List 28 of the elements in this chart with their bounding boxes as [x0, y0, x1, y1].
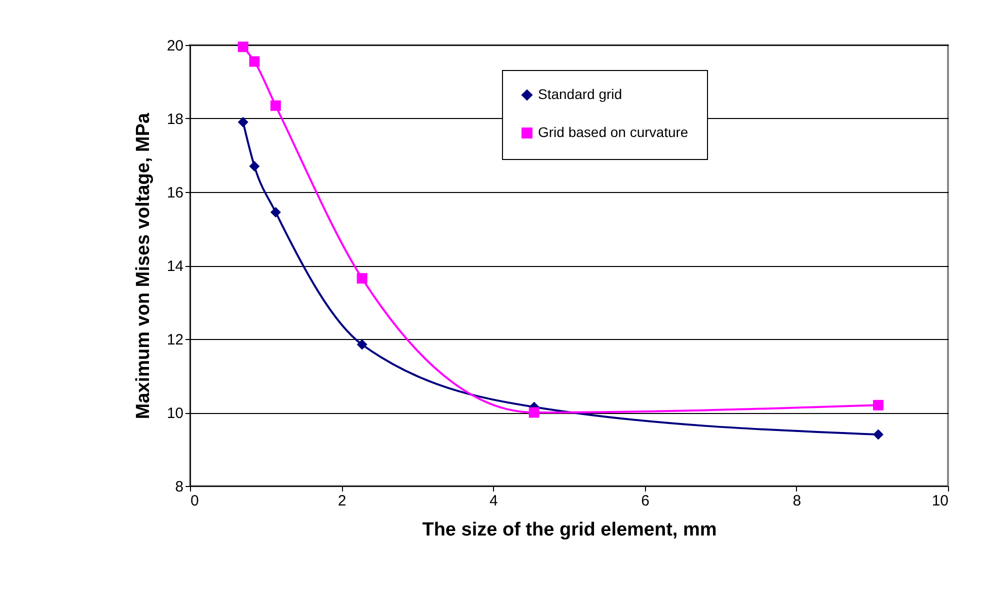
y-tick-label: 14 [166, 258, 184, 275]
x-tick-label: 10 [932, 492, 948, 510]
point [238, 116, 248, 128]
y-axis-title: Maximum von Mises voltage, MPa [132, 112, 154, 420]
point [528, 407, 540, 418]
y-tick-label: 16 [166, 184, 184, 202]
point [873, 429, 884, 440]
y-tick-label: 8 [175, 478, 184, 496]
y-tick-label: 18 [166, 111, 184, 128]
x-axis-title: The size of the grid element, mm [422, 520, 717, 540]
x-tick-label: 0 [190, 492, 199, 510]
point [873, 400, 884, 410]
x-tick-label: 4 [490, 492, 498, 510]
point [356, 339, 368, 350]
x-tick-label: 6 [641, 492, 650, 510]
y-tick-label: 20 [166, 38, 184, 54]
x-tick-label: 8 [792, 492, 802, 510]
point [270, 206, 281, 218]
legend-label: Grid based on curvature [538, 124, 688, 140]
point [249, 161, 260, 172]
x-tick-label: 2 [338, 492, 346, 510]
point [270, 100, 281, 111]
point [356, 273, 368, 284]
legend-label: Standard grid [538, 86, 622, 102]
y-tick-label: 10 [166, 405, 184, 422]
y-tick-label: 12 [166, 332, 184, 348]
point [249, 56, 260, 67]
point [238, 42, 248, 52]
